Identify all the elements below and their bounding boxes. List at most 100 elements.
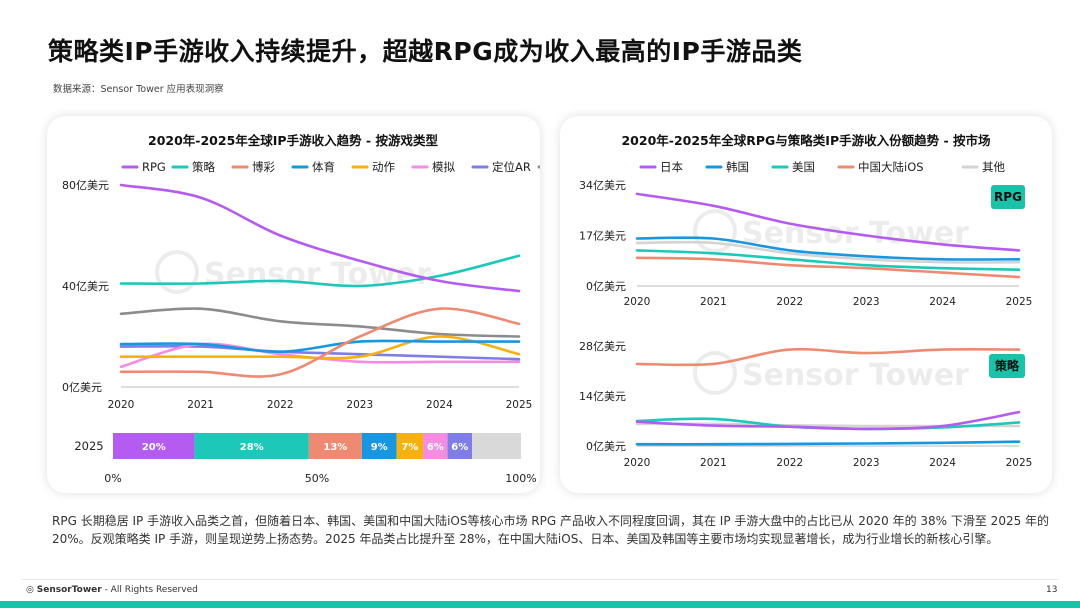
series-line-策略 — [119, 254, 521, 288]
panel-tag-label: RPG — [994, 190, 1022, 204]
series-line-其他 — [119, 307, 521, 338]
data-source: 数据来源：Sensor Tower 应用表现洞察 — [53, 84, 224, 95]
x-tick-label: 2024 — [929, 296, 956, 308]
x-tick-label: 2023 — [853, 296, 880, 308]
panel-tag-badge — [991, 185, 1025, 209]
legend-label-1: 韩国 — [726, 160, 749, 174]
series-line-中国大陆iOS — [635, 256, 1021, 279]
x-tick-label: 2022 — [776, 296, 803, 308]
share-segment-4 — [396, 433, 424, 459]
watermark-text: Sensor Tower — [742, 358, 969, 393]
watermark-logo-icon — [155, 250, 199, 294]
x-tick-label: 2024 — [929, 457, 956, 469]
y-tick-label: 34亿美元 — [579, 179, 626, 192]
legend-label-5: 模拟 — [432, 160, 455, 174]
watermark-logo-icon — [693, 209, 737, 253]
footer-divider — [22, 579, 1058, 580]
y-tick-label: 0亿美元 — [586, 440, 626, 453]
share-segment-value: 13% — [323, 442, 347, 453]
series-line-美国 — [635, 249, 1021, 271]
share-x-tick-label: 0% — [104, 472, 121, 485]
share-segment-value: 6% — [451, 442, 468, 453]
footer-brand-name: SensorTower — [36, 585, 102, 595]
series-line-中国大陆iOS — [635, 347, 1021, 367]
share-segment-3 — [361, 433, 397, 459]
legend-label-3: 体育 — [312, 160, 335, 174]
watermark: Sensor Tower — [155, 250, 431, 294]
share-segment-2 — [308, 433, 362, 459]
series-line-日本 — [635, 410, 1021, 431]
accent-bottom-bar — [0, 601, 1080, 608]
market-share-chart-card: 2020年-2025年全球RPG与策略类IP手游收入份额趋势 - 按市场日本 韩国… — [560, 116, 1052, 493]
series-line-定位AR — [119, 344, 521, 361]
share-segment-value: 28% — [240, 442, 264, 453]
share-segment-7 — [472, 433, 521, 459]
y-tick-label: 17亿美元 — [579, 230, 626, 243]
x-tick-label: 2022 — [267, 399, 294, 411]
x-tick-label: 2020 — [108, 399, 135, 411]
panel-tag-label: 策略 — [995, 358, 1020, 373]
share-segment-value: 20% — [142, 442, 166, 453]
y-tick-label: 0亿美元 — [586, 280, 626, 293]
chart-title: 2020年-2025年全球IP手游收入趋势 - 按游戏类型 — [148, 133, 438, 148]
series-line-韩国 — [635, 440, 1021, 446]
share-segment-1 — [194, 433, 309, 459]
y-tick-label: 0亿美元 — [62, 381, 102, 394]
share-segment-value: 9% — [371, 442, 388, 453]
x-tick-label: 2025 — [1006, 296, 1033, 308]
page-title: 策略类IP手游收入持续提升，超越RPG成为收入最高的IP手游品类 — [48, 37, 803, 66]
share-segment-5 — [423, 433, 448, 459]
x-tick-label: 2021 — [700, 296, 727, 308]
panel-tag-badge — [989, 354, 1025, 378]
watermark-logo-icon — [693, 351, 737, 395]
page-number: 13 — [1046, 585, 1058, 595]
x-tick-label: 2021 — [700, 457, 727, 469]
x-tick-label: 2023 — [346, 399, 373, 411]
share-segment-value: 7% — [401, 442, 418, 453]
legend-label-4: 其他 — [982, 160, 1005, 174]
footer-rights: - All Rights Reserved — [101, 585, 198, 595]
y-tick-label: 80亿美元 — [62, 179, 109, 192]
summary-paragraph: RPG 长期稳居 IP 手游收入品类之首，但随着日本、韩国、美国和中国大陆iOS… — [52, 514, 1050, 546]
genre-revenue-chart-card: 2020年-2025年全球IP手游收入趋势 - 按游戏类型 RPG 策略 博彩 体育 动作… — [47, 116, 581, 493]
legend-label-2: 美国 — [792, 160, 815, 174]
series-line-韩国 — [635, 236, 1021, 261]
legend-label-0: RPG — [142, 160, 166, 174]
legend-label-3: 中国大陆iOS — [858, 160, 924, 174]
x-tick-label: 2025 — [506, 399, 533, 411]
watermark-text: Sensor Tower — [204, 257, 431, 292]
watermark: Sensor Tower — [693, 351, 969, 395]
legend-label-4: 动作 — [372, 160, 395, 174]
share-bar-label: 2025 — [74, 439, 103, 453]
share-segment-0 — [113, 433, 195, 459]
x-tick-label: 2023 — [853, 457, 880, 469]
share-x-tick-label: 50% — [305, 472, 329, 485]
share-segment-value: 6% — [427, 442, 444, 453]
sensortower-logo-icon: ◎ — [26, 585, 34, 595]
x-tick-label: 2020 — [624, 296, 651, 308]
footer-brand: ◎ SensorTower - All Rights Reserved — [26, 585, 198, 595]
legend-label-6: 定位AR — [492, 160, 531, 174]
genre-revenue-chart: 2020年-2025年全球IP手游收入趋势 - 按游戏类型 RPG 策略 博彩 体育 动作… — [62, 133, 581, 485]
legend-label-0: 日本 — [660, 160, 683, 174]
legend-label-2: 博彩 — [252, 160, 275, 174]
series-line-RPG — [119, 183, 521, 293]
series-line-其他 — [635, 240, 1021, 264]
series-line-体育 — [119, 339, 521, 354]
share-segment-6 — [447, 433, 473, 459]
chart-title: 2020年-2025年全球RPG与策略类IP手游收入份额趋势 - 按市场 — [621, 133, 990, 148]
share-x-tick-label: 100% — [505, 472, 536, 485]
y-tick-label: 40亿美元 — [62, 280, 109, 293]
x-tick-label: 2024 — [426, 399, 453, 411]
x-tick-label: 2020 — [624, 457, 651, 469]
series-line-博彩 — [119, 307, 521, 378]
y-tick-label: 28亿美元 — [579, 340, 626, 353]
series-line-日本 — [635, 192, 1021, 252]
x-tick-label: 2021 — [187, 399, 214, 411]
series-line-动作 — [119, 335, 521, 360]
legend-label-1: 策略 — [192, 160, 215, 174]
x-tick-label: 2025 — [1006, 457, 1033, 469]
x-tick-label: 2022 — [776, 457, 803, 469]
y-tick-label: 14亿美元 — [579, 390, 626, 403]
